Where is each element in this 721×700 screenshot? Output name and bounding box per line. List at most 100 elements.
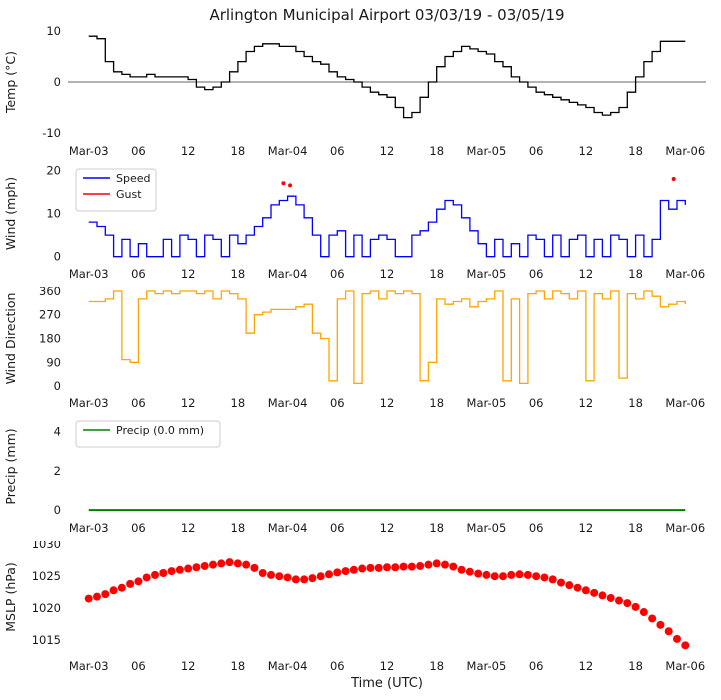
svg-text:06: 06: [131, 521, 146, 535]
precip-ylabel: Precip (mm): [3, 428, 18, 504]
svg-text:12: 12: [181, 659, 196, 673]
svg-text:12: 12: [579, 521, 594, 535]
svg-text:12: 12: [380, 521, 395, 535]
svg-text:Mar-04: Mar-04: [268, 396, 308, 410]
svg-text:12: 12: [579, 144, 594, 158]
svg-text:18: 18: [231, 659, 246, 673]
svg-text:4: 4: [54, 425, 61, 439]
svg-text:18: 18: [429, 521, 444, 535]
svg-text:0: 0: [54, 379, 61, 393]
svg-text:12: 12: [181, 521, 196, 535]
svg-text:06: 06: [529, 144, 544, 158]
svg-text:18: 18: [231, 267, 246, 281]
svg-text:06: 06: [529, 521, 544, 535]
svg-text:1025: 1025: [32, 569, 61, 583]
svg-text:0: 0: [54, 503, 61, 517]
svg-text:06: 06: [529, 659, 544, 673]
svg-text:06: 06: [131, 267, 146, 281]
svg-text:18: 18: [429, 659, 444, 673]
wind-series-gust: [281, 176, 676, 188]
svg-text:Mar-04: Mar-04: [268, 659, 308, 673]
temperature-ylabel: Temp (°C): [3, 51, 18, 114]
svg-text:06: 06: [529, 267, 544, 281]
svg-text:Mar-06: Mar-06: [665, 267, 705, 281]
svg-text:18: 18: [628, 659, 643, 673]
svg-text:Mar-06: Mar-06: [665, 144, 705, 158]
svg-text:12: 12: [579, 396, 594, 410]
svg-text:06: 06: [330, 659, 345, 673]
svg-text:18: 18: [628, 267, 643, 281]
svg-text:06: 06: [529, 396, 544, 410]
svg-text:Precip (0.0 mm): Precip (0.0 mm): [116, 424, 204, 437]
svg-text:Mar-05: Mar-05: [467, 521, 507, 535]
svg-text:Mar-03: Mar-03: [69, 521, 109, 535]
svg-text:360: 360: [39, 287, 61, 298]
svg-text:Gust: Gust: [116, 188, 142, 201]
svg-text:Mar-04: Mar-04: [268, 144, 308, 158]
svg-text:06: 06: [330, 396, 345, 410]
wind-direction-ylabel: Wind Direction: [3, 293, 18, 385]
svg-text:270: 270: [39, 308, 61, 322]
svg-text:06: 06: [330, 521, 345, 535]
svg-text:18: 18: [429, 267, 444, 281]
svg-text:Mar-03: Mar-03: [69, 267, 109, 281]
svg-text:0: 0: [54, 75, 61, 89]
svg-text:18: 18: [628, 521, 643, 535]
wind-direction-series-direction: [88, 290, 686, 385]
svg-text:Mar-06: Mar-06: [665, 659, 705, 673]
svg-text:06: 06: [131, 659, 146, 673]
temp-panel: Temp (°C) -10 0 10 Mar-03 06 12 18 Mar-04 06 12 18 M…: [3, 26, 706, 158]
svg-text:1030: 1030: [32, 541, 61, 551]
wind-panel: Wind (mph) 0 10 20 Mar-03 06 12 18 Mar-04 06 12 18 M…: [3, 166, 705, 281]
svg-text:10: 10: [46, 207, 61, 221]
wind-legend: Speed Gust: [75, 168, 157, 212]
svg-text:Mar-03: Mar-03: [69, 144, 109, 158]
svg-text:06: 06: [330, 267, 345, 281]
svg-text:Mar-05: Mar-05: [467, 396, 507, 410]
svg-text:Mar-05: Mar-05: [467, 267, 507, 281]
mslp-series-mslp: [84, 558, 690, 650]
svg-text:90: 90: [46, 355, 61, 369]
svg-text:Mar-05: Mar-05: [467, 144, 507, 158]
svg-text:12: 12: [380, 144, 395, 158]
svg-text:12: 12: [380, 659, 395, 673]
svg-text:-10: -10: [42, 126, 61, 140]
svg-text:Mar-04: Mar-04: [268, 267, 308, 281]
svg-text:Mar-04: Mar-04: [268, 521, 308, 535]
svg-text:12: 12: [579, 267, 594, 281]
precip-panel: Precip (mm) 0 2 4 Mar-03 06 12 18 Mar-04 06 12 18 Ma…: [3, 420, 705, 535]
svg-text:12: 12: [181, 144, 196, 158]
svg-text:20: 20: [46, 166, 61, 177]
svg-text:12: 12: [380, 396, 395, 410]
svg-text:18: 18: [429, 396, 444, 410]
svg-text:Mar-03: Mar-03: [69, 659, 109, 673]
temperature-series-temperature: [88, 35, 686, 119]
svg-text:18: 18: [231, 521, 246, 535]
svg-text:06: 06: [330, 144, 345, 158]
wind-series-speed: [88, 195, 686, 258]
svg-text:18: 18: [429, 144, 444, 158]
svg-text:Mar-06: Mar-06: [665, 396, 705, 410]
svg-text:12: 12: [579, 659, 594, 673]
svg-text:18: 18: [231, 396, 246, 410]
svg-text:1020: 1020: [32, 601, 61, 615]
mslp-ylabel: MSLP (hPa): [3, 562, 18, 632]
svg-text:10: 10: [46, 26, 61, 38]
x-axis-label: Time (UTC): [351, 676, 423, 691]
wind-direction-panel: Wind Direction 0 90 180 270 360 Mar-03 06 12 18 Ma…: [3, 287, 705, 410]
precip-legend: Precip (0.0 mm): [75, 420, 221, 448]
svg-text:06: 06: [131, 144, 146, 158]
svg-text:12: 12: [181, 267, 196, 281]
chart-title: Arlington Municipal Airport 03/03/19 - 0…: [209, 6, 565, 24]
svg-text:0: 0: [54, 250, 61, 264]
svg-text:18: 18: [231, 144, 246, 158]
mslp-panel: MSLP (hPa) 1015 1020 1025 1030 Mar-03 06 12 18 Ma…: [3, 541, 705, 673]
svg-text:06: 06: [131, 396, 146, 410]
svg-text:Mar-03: Mar-03: [69, 396, 109, 410]
svg-text:Speed: Speed: [116, 172, 150, 185]
svg-text:12: 12: [181, 396, 196, 410]
svg-text:12: 12: [380, 267, 395, 281]
svg-text:Mar-06: Mar-06: [665, 521, 705, 535]
svg-text:180: 180: [39, 332, 61, 346]
